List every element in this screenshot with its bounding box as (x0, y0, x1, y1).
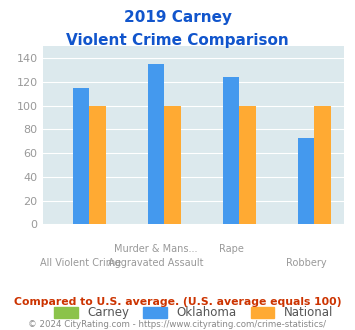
Bar (239, 106, 256, 224)
Text: Compared to U.S. average. (U.S. average equals 100): Compared to U.S. average. (U.S. average … (14, 297, 341, 307)
Text: 2019 Carney: 2019 Carney (124, 10, 231, 25)
Bar (297, 138, 314, 224)
Text: Violent Crime Comparison: Violent Crime Comparison (66, 33, 289, 48)
Bar (223, 77, 239, 224)
Bar (89, 106, 106, 224)
Legend: Carney, Oklahoma, National: Carney, Oklahoma, National (49, 302, 338, 324)
Bar (73, 88, 89, 224)
Bar (148, 64, 164, 224)
Text: Rape: Rape (219, 244, 244, 254)
Bar (314, 106, 331, 224)
Text: © 2024 CityRating.com - https://www.cityrating.com/crime-statistics/: © 2024 CityRating.com - https://www.city… (28, 320, 327, 329)
Text: Aggravated Assault: Aggravated Assault (108, 258, 204, 268)
Text: Murder & Mans...: Murder & Mans... (114, 244, 198, 254)
Text: All Violent Crime: All Violent Crime (40, 258, 122, 268)
Text: Robbery: Robbery (285, 258, 326, 268)
Bar (164, 106, 181, 224)
